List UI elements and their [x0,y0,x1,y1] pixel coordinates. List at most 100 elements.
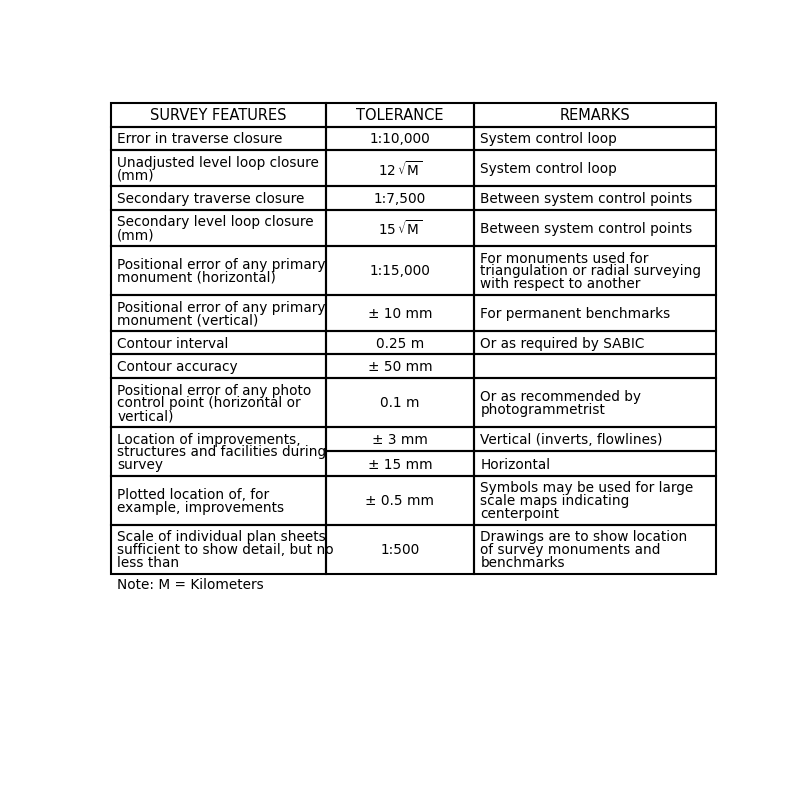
Bar [111,187,326,210]
Text: ± 10 mm: ± 10 mm [368,306,433,321]
Bar [475,187,717,210]
Bar [111,476,326,525]
Text: control point (horizontal or: control point (horizontal or [117,396,301,410]
Text: ± 15 mm: ± 15 mm [368,457,433,471]
Text: Vertical (inverts, flowlines): Vertical (inverts, flowlines) [480,432,663,447]
Text: (mm): (mm) [117,168,155,182]
Text: 0.25 m: 0.25 m [376,336,424,350]
Text: Scale of individual plan sheets: Scale of individual plan sheets [117,529,326,544]
Bar [475,427,717,452]
Text: Between system control points: Between system control points [480,221,692,236]
Bar [326,331,475,355]
Text: Or as recommended by: Or as recommended by [480,390,642,403]
Text: Between system control points: Between system control points [480,192,692,205]
Bar [475,331,717,355]
Text: ± 3 mm: ± 3 mm [372,432,428,447]
Text: Location of improvements,: Location of improvements, [117,432,301,446]
Bar [326,427,475,452]
Text: survey: survey [117,457,163,472]
Text: monument (vertical): monument (vertical) [117,313,258,327]
Bar [326,452,475,476]
Text: Positional error of any primary: Positional error of any primary [117,300,326,314]
Text: 0.1 m: 0.1 m [380,396,420,410]
Bar [475,379,717,427]
Bar [326,151,475,187]
Text: less than: less than [117,555,179,569]
Bar [326,355,475,379]
Text: Drawings are to show location: Drawings are to show location [480,529,688,544]
Bar [475,210,717,246]
Text: scale maps indicating: scale maps indicating [480,493,629,508]
Text: Note: M = Kilometers: Note: M = Kilometers [117,577,264,592]
Text: example, improvements: example, improvements [117,500,284,514]
Bar [326,295,475,331]
Text: Secondary level loop closure: Secondary level loop closure [117,215,314,229]
Text: System control loop: System control loop [480,162,617,176]
Text: benchmarks: benchmarks [480,555,565,569]
Text: REMARKS: REMARKS [560,108,630,124]
Text: Contour accuracy: Contour accuracy [117,360,238,374]
Text: Error in traverse closure: Error in traverse closure [117,132,282,146]
Text: ± 0.5 mm: ± 0.5 mm [366,493,434,508]
Bar [111,331,326,355]
Text: structures and facilities during: structures and facilities during [117,445,326,459]
Text: For monuments used for: For monuments used for [480,251,649,265]
Bar [475,128,717,151]
Bar [111,379,326,427]
Bar [111,355,326,379]
Text: Horizontal: Horizontal [480,457,550,471]
Text: vertical): vertical) [117,408,174,423]
Bar [111,128,326,151]
Text: 1:15,000: 1:15,000 [370,264,430,278]
Text: sufficient to show detail, but no: sufficient to show detail, but no [117,542,334,557]
Text: ± 50 mm: ± 50 mm [368,360,433,374]
Bar [326,525,475,573]
Bar [326,476,475,525]
Bar [326,104,475,128]
Text: Unadjusted level loop closure: Unadjusted level loop closure [117,156,319,169]
Text: of survey monuments and: of survey monuments and [480,542,661,557]
Bar [475,476,717,525]
Bar [111,210,326,246]
Text: Plotted location of, for: Plotted location of, for [117,488,270,501]
Bar [326,187,475,210]
Bar [475,295,717,331]
Text: System control loop: System control loop [480,132,617,146]
Text: $15\,\sqrt{\mathrm{M}}$: $15\,\sqrt{\mathrm{M}}$ [378,219,422,238]
Bar [111,104,326,128]
Bar [111,246,326,295]
Bar [111,151,326,187]
Bar [326,210,475,246]
Text: $12\,\sqrt{\mathrm{M}}$: $12\,\sqrt{\mathrm{M}}$ [378,160,422,178]
Text: Positional error of any primary: Positional error of any primary [117,257,326,272]
Bar [111,295,326,331]
Text: triangulation or radial surveying: triangulation or radial surveying [480,264,701,278]
Bar [475,452,717,476]
Bar [326,379,475,427]
Bar [111,427,326,476]
Text: 1:500: 1:500 [380,542,420,557]
Bar [475,355,717,379]
Text: 1:7,500: 1:7,500 [374,192,426,205]
Bar [326,128,475,151]
Bar [475,104,717,128]
Bar [475,246,717,295]
Text: photogrammetrist: photogrammetrist [480,403,605,416]
Text: (mm): (mm) [117,228,155,242]
Text: monument (horizontal): monument (horizontal) [117,270,276,285]
Bar [475,151,717,187]
Text: Contour interval: Contour interval [117,336,228,350]
Text: SURVEY FEATURES: SURVEY FEATURES [150,108,286,124]
Text: 1:10,000: 1:10,000 [370,132,430,146]
Text: Symbols may be used for large: Symbols may be used for large [480,481,693,495]
Bar [326,246,475,295]
Text: TOLERANCE: TOLERANCE [356,108,444,124]
Text: centerpoint: centerpoint [480,506,559,520]
Bar [475,525,717,573]
Bar [111,525,326,573]
Text: For permanent benchmarks: For permanent benchmarks [480,306,671,321]
Text: with respect to another: with respect to another [480,277,641,290]
Text: Secondary traverse closure: Secondary traverse closure [117,192,304,205]
Text: Or as required by SABIC: Or as required by SABIC [480,336,645,350]
Text: Positional error of any photo: Positional error of any photo [117,383,312,397]
